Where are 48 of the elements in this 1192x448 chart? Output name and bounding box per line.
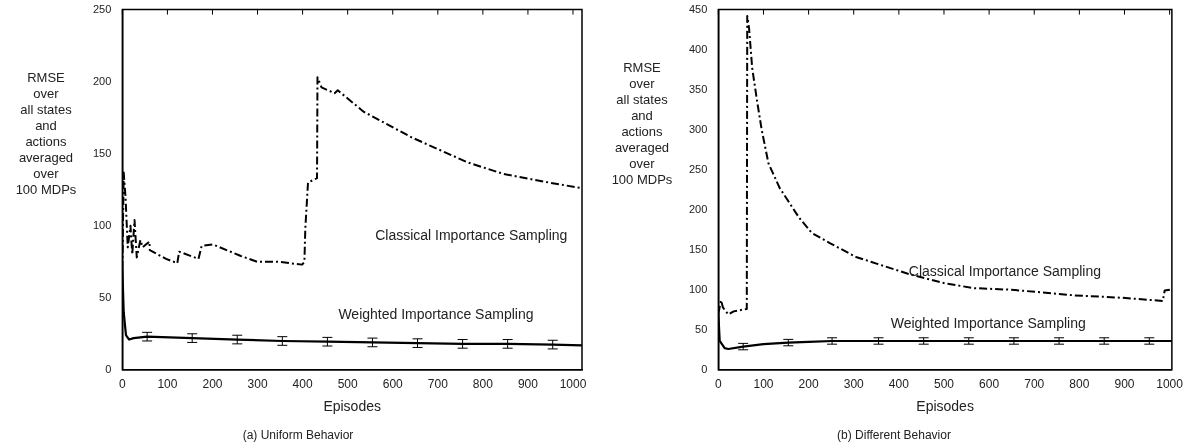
y-tick-label: 0 xyxy=(701,362,708,375)
x-tick-label: 100 xyxy=(753,377,774,392)
series-label: Weighted Importance Sampling xyxy=(890,315,1086,332)
series-label: Classical Importance Sampling xyxy=(908,263,1102,280)
x-tick-label: 600 xyxy=(979,377,1000,392)
text: (a) Uniform Behavior xyxy=(241,428,355,442)
x-tick-label: 700 xyxy=(1024,377,1045,392)
x-tick-label: 1000 xyxy=(559,377,587,392)
x-tick-label: 300 xyxy=(247,377,268,392)
y-tick-label: 200 xyxy=(688,202,708,215)
y-tick-label: 350 xyxy=(688,82,708,95)
x-tick-label: 0 xyxy=(715,377,723,392)
x-tick-label: 500 xyxy=(337,377,358,392)
x-tick-label: 700 xyxy=(427,377,449,392)
x-tick-label: 900 xyxy=(1114,377,1135,392)
y-tick-label: 400 xyxy=(688,42,708,55)
y-axis-title: RMSE over all states and actions averaged over 100 MDPs xyxy=(610,60,674,188)
x-axis-title: Episodes xyxy=(323,398,381,415)
x-tick-label: 1000 xyxy=(1156,377,1184,392)
text: Classical Importance Sampling xyxy=(375,227,568,244)
y-tick-label: 450 xyxy=(688,2,708,15)
x-tick-label: 0 xyxy=(119,377,127,392)
text: (b) Different Behavior xyxy=(836,428,952,442)
x-tick-label: 800 xyxy=(1069,377,1090,392)
y-tick-label: 300 xyxy=(688,122,708,135)
y-tick-label: 100 xyxy=(92,218,112,231)
x-tick-label: 900 xyxy=(517,377,539,392)
y-tick-label: 150 xyxy=(688,242,708,255)
x-axis-title: Episodes xyxy=(916,398,974,415)
x-tick-label: 100 xyxy=(157,377,178,392)
y-tick-label: 150 xyxy=(92,146,112,159)
x-tick-label: 600 xyxy=(382,377,404,392)
y-tick-label: 200 xyxy=(92,74,112,87)
y-tick-label: 50 xyxy=(99,290,112,303)
x-tick-label: 200 xyxy=(202,377,223,392)
y-tick-label: 250 xyxy=(92,2,112,15)
x-tick-label: 300 xyxy=(843,377,865,392)
y-tick-label: 0 xyxy=(105,362,112,375)
series-label: Weighted Importance Sampling xyxy=(338,306,534,323)
x-tick-label: 400 xyxy=(292,377,313,392)
y-tick-label: 250 xyxy=(688,162,708,175)
y-tick-label: 100 xyxy=(688,282,708,295)
x-tick-label: 200 xyxy=(798,377,819,392)
x-tick-label: 400 xyxy=(888,377,910,392)
y-tick-label: 50 xyxy=(695,322,708,335)
x-tick-label: 500 xyxy=(933,377,955,392)
y-axis-title: RMSE over all states and actions averaged over 100 MDPs xyxy=(14,70,78,198)
x-tick-label: 800 xyxy=(472,377,494,392)
